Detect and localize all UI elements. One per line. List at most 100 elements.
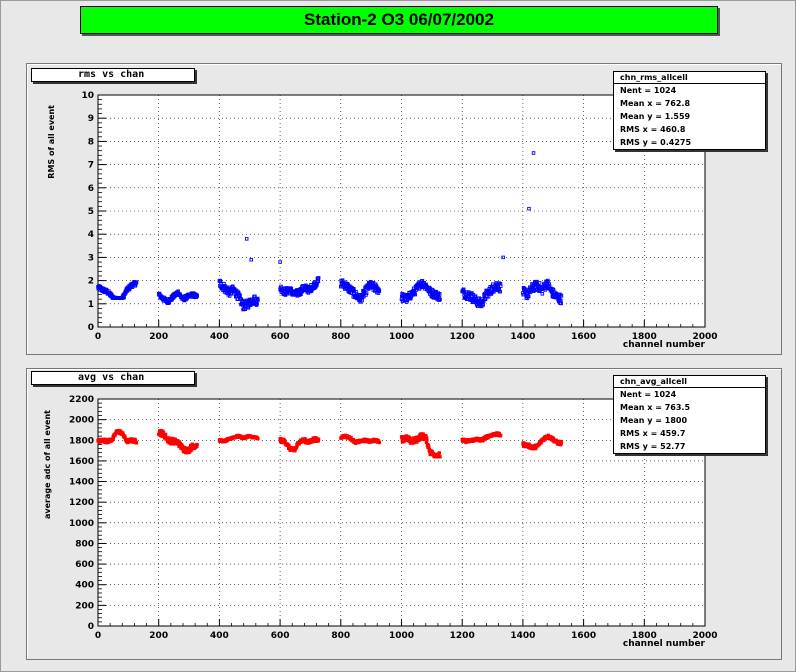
data-point	[559, 294, 564, 298]
y-tick-label: 1000	[69, 519, 94, 529]
y-tick-label: 1	[88, 300, 94, 310]
data-point	[122, 295, 126, 300]
rms-stats-box: chn_rms_allcell Nent = 1024 Mean x = 762…	[613, 71, 766, 150]
data-point	[349, 436, 353, 440]
data-point	[195, 444, 199, 448]
data-point	[293, 449, 297, 453]
x-tick-label: 1400	[510, 332, 535, 342]
data-point	[316, 276, 320, 281]
x-tick-label: 1000	[389, 332, 414, 342]
rms-pad: 0 200 400 600 800 1000 1200 1400 1600 1800 2000 0 1 2…	[26, 63, 782, 355]
data-point	[486, 295, 491, 299]
data-point	[498, 289, 502, 294]
x-tick-label: 800	[331, 332, 350, 342]
y-tick-label: 8	[88, 137, 94, 147]
data-point	[238, 293, 242, 297]
data-point	[364, 293, 368, 297]
data-point	[377, 289, 382, 293]
data-point	[164, 432, 168, 436]
data-point	[134, 439, 138, 443]
data-point	[437, 292, 442, 296]
plot-frame	[97, 398, 706, 627]
data-point	[289, 286, 294, 291]
y-tick-label: 2200	[69, 395, 94, 405]
data-point	[542, 438, 546, 442]
data-point	[316, 276, 321, 280]
data-point	[421, 432, 425, 436]
x-tick-label: 200	[149, 332, 168, 342]
data-point	[499, 433, 503, 437]
data-point	[430, 449, 435, 454]
data-point	[415, 440, 419, 444]
x-axis-label: channel number	[623, 340, 706, 350]
data-point	[422, 436, 427, 441]
data-point	[546, 433, 550, 437]
data-point	[408, 436, 412, 440]
y-tick-label: 4	[88, 230, 94, 240]
y-axis-label: average adc of all event	[43, 410, 52, 519]
x-tick-label: 600	[271, 631, 290, 641]
outlier-point	[244, 237, 249, 241]
x-tick-label: 1600	[571, 332, 596, 342]
data-point	[352, 289, 356, 293]
x-tick-label: 800	[331, 631, 350, 641]
y-tick-label: 1800	[69, 436, 94, 446]
data-point	[317, 437, 321, 441]
rms-pad-title: rms vs chan	[31, 68, 195, 82]
y-tick-label: 0	[88, 622, 94, 632]
data-point	[377, 440, 381, 445]
outlier-point	[501, 255, 505, 260]
data-point	[287, 444, 291, 448]
x-tick-label: 1800	[632, 332, 657, 342]
x-tick-label: 400	[210, 332, 229, 342]
avg-pad: 0 200 400 600 800 1000 1200 1400 1600 1800 2000 0 20…	[26, 368, 782, 660]
y-tick-label: 3	[88, 253, 94, 263]
data-point	[526, 294, 531, 299]
avg-vs-chan-plot: 0 200 400 600 800 1000 1200 1400 1600 1800 2000 0 20…	[43, 395, 718, 649]
data-point	[425, 438, 429, 442]
data-point	[218, 279, 223, 284]
x-tick-label: 0	[95, 631, 101, 641]
rms-vs-chan-plot: 0 200 400 600 800 1000 1200 1400 1600 1800 2000 0 1 2…	[47, 91, 718, 350]
data-point	[256, 298, 260, 302]
avg-stats-row: RMS y = 52.77	[620, 442, 686, 451]
data-point	[256, 437, 260, 441]
data-point	[540, 440, 544, 444]
data-point	[178, 440, 182, 444]
avg-stats-box: chn_avg_allcell Nent = 1024 Mean x = 763…	[613, 375, 766, 454]
data-point	[559, 301, 563, 306]
avg-stats-row: Mean y = 1800	[620, 416, 688, 425]
data-point	[246, 306, 251, 310]
y-axis-label: RMS of all event	[47, 105, 56, 179]
data-point	[123, 435, 127, 439]
data-point	[481, 303, 485, 307]
y-tick-label: 0	[88, 323, 94, 333]
y-tick-label: 6	[88, 184, 94, 194]
y-tick-label: 400	[75, 581, 94, 591]
avg-stats-name: chn_avg_allcell	[614, 376, 765, 388]
data-point	[498, 284, 503, 288]
x-tick-label: 600	[271, 332, 290, 342]
data-point	[165, 436, 169, 440]
canvas-title: Station-2 O3 06/07/2002	[80, 6, 718, 34]
data-point	[559, 441, 564, 445]
data-point	[438, 297, 442, 302]
y-tick-label: 800	[75, 539, 94, 549]
data-point	[134, 441, 139, 445]
x-tick-label: 1600	[571, 631, 596, 641]
x-tick-label: 2000	[692, 631, 717, 641]
y-tick-label: 1600	[69, 457, 94, 467]
y-tick-label: 1200	[69, 498, 94, 508]
data-point	[195, 442, 199, 447]
y-tick-label: 200	[75, 601, 94, 611]
data-point	[402, 434, 406, 439]
rms-stats-row: Mean x = 762.8	[620, 99, 691, 108]
data-point	[413, 292, 417, 297]
rms-stats-row: RMS x = 460.8	[620, 125, 686, 134]
outlier-point	[527, 206, 531, 211]
data-points	[96, 151, 564, 312]
x-tick-label: 1200	[450, 631, 475, 641]
outlier-point	[249, 257, 254, 262]
y-tick-label: 5	[88, 207, 94, 217]
data-point	[161, 431, 166, 435]
